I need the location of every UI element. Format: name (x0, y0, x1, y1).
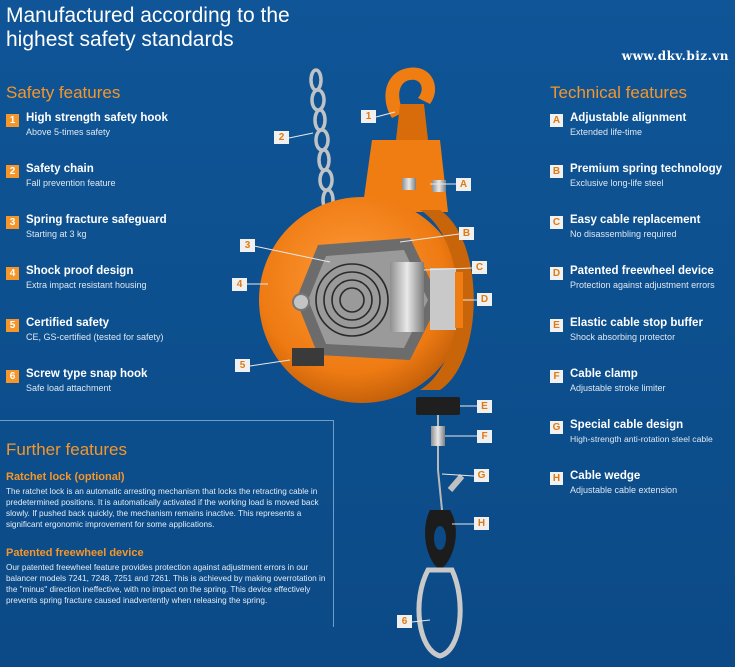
suspension-bracket (362, 140, 448, 212)
callout-f: F (477, 430, 492, 443)
cable-stop-buffer (416, 397, 460, 415)
letter-badge: B (550, 165, 563, 178)
letter-badge: A (550, 114, 563, 127)
title-line-2: highest safety standards (6, 28, 234, 51)
callout-6: 6 (397, 615, 412, 628)
feature-title: Safety chain (26, 163, 94, 175)
certification-label (292, 348, 324, 366)
callout-h: H (474, 517, 489, 530)
letter-badge: F (550, 370, 563, 383)
safety-features-heading: Safety features (6, 83, 121, 102)
number-badge: 5 (6, 319, 19, 332)
number-badge: 2 (6, 165, 19, 178)
callout-c: C (472, 261, 487, 274)
callout-2: 2 (274, 131, 289, 144)
feature-description: Shock absorbing protector (570, 332, 676, 342)
title-line-1: Manufactured according to the (6, 4, 290, 27)
letter-badge: G (550, 421, 563, 434)
feature-title: Screw type snap hook (26, 368, 148, 380)
feature-description: Exclusive long-life steel (570, 178, 664, 188)
feature-description: Adjustable stroke limiter (570, 383, 666, 393)
callout-3: 3 (240, 239, 255, 252)
feature-description: High-strength anti-rotation steel cable (570, 434, 713, 444)
feature-title: Elastic cable stop buffer (570, 317, 703, 329)
callout-1: 1 (361, 110, 376, 123)
callout-5: 5 (235, 359, 250, 372)
feature-title: Shock proof design (26, 265, 134, 277)
number-badge: 3 (6, 216, 19, 229)
cable-clamp (431, 426, 445, 446)
letter-badge: D (550, 267, 563, 280)
callout-b: B (459, 227, 474, 240)
letter-badge: C (550, 216, 563, 229)
freewheel-title: Patented freewheel device (6, 547, 144, 559)
callout-d: D (477, 293, 492, 306)
number-badge: 1 (6, 114, 19, 127)
callout-a: A (456, 178, 471, 191)
callout-4: 4 (232, 278, 247, 291)
safety-hook (385, 67, 436, 140)
feature-description: Starting at 3 kg (26, 229, 87, 239)
callout-g: G (474, 469, 489, 482)
feature-description: Adjustable cable extension (570, 485, 678, 495)
ratchet-lock-title: Ratchet lock (optional) (6, 471, 125, 483)
freewheel-text: Our patented freewheel feature provides … (6, 563, 326, 605)
feature-description: Protection against adjustment errors (570, 280, 715, 290)
feature-title: Easy cable replacement (570, 214, 701, 226)
feature-description: Safe load attachment (26, 383, 112, 393)
further-features-heading: Further features (6, 440, 127, 459)
number-badge: 4 (6, 267, 19, 280)
further-features-box (0, 420, 334, 627)
feature-description: Above 5-times safety (26, 127, 111, 137)
number-badge: 6 (6, 370, 19, 383)
safety-chain (309, 68, 335, 212)
feature-title: High strength safety hook (26, 112, 168, 124)
feature-description: Fall prevention feature (26, 178, 116, 188)
letter-badge: E (550, 319, 563, 332)
callout-e: E (477, 400, 492, 413)
page-title: Manufactured according to the highest sa… (6, 4, 290, 52)
feature-title: Cable clamp (570, 368, 638, 380)
ratchet-lock-text: The ratchet lock is an automatic arresti… (6, 487, 319, 529)
feature-title: Cable wedge (570, 470, 641, 482)
feature-title: Special cable design (570, 419, 684, 431)
feature-description: CE, GS-certified (tested for safety) (26, 332, 164, 342)
letter-badge: H (550, 472, 563, 485)
feature-title: Spring fracture safeguard (26, 214, 167, 226)
snap-hook (416, 567, 463, 659)
feature-description: Extended life-time (570, 127, 643, 137)
feature-title: Certified safety (26, 317, 110, 329)
feature-title: Premium spring technology (570, 163, 723, 175)
feature-title: Patented freewheel device (570, 265, 714, 277)
feature-description: No disassembling required (570, 229, 677, 239)
feature-description: Extra impact resistant housing (26, 280, 147, 290)
feature-title: Adjustable alignment (570, 112, 687, 124)
watermark: www.dkv.biz.vn (621, 49, 729, 63)
technical-features-heading: Technical features (550, 83, 688, 102)
